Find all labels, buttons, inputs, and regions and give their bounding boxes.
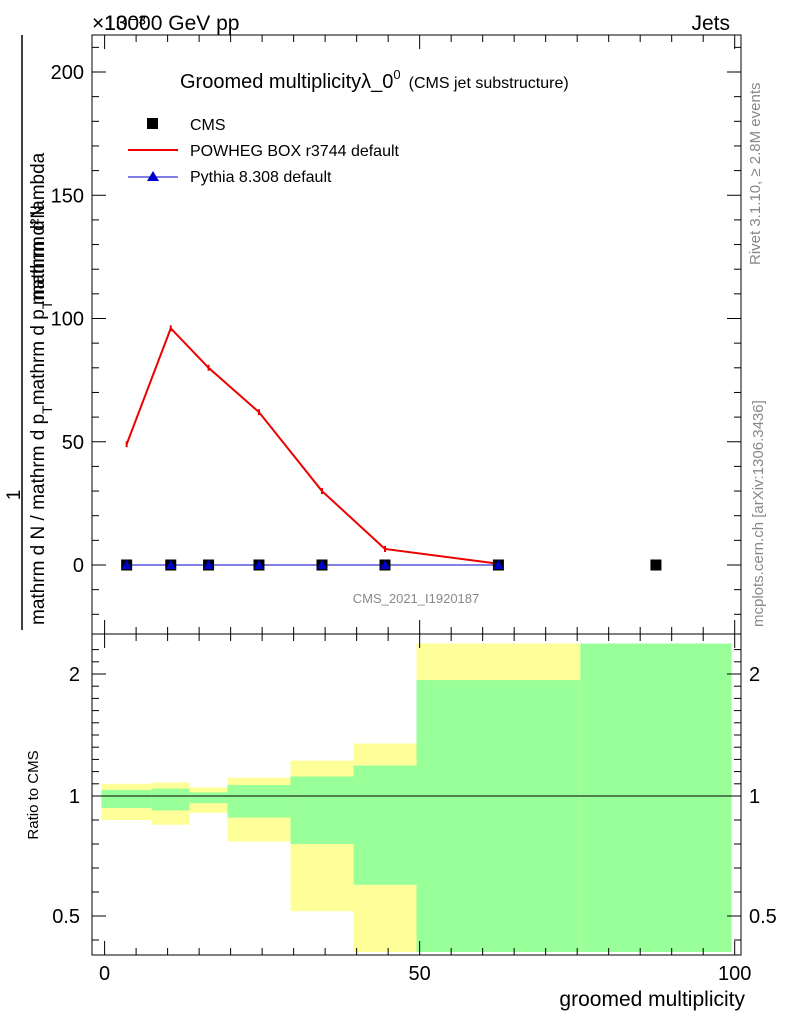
main-ytick-label-2: 100: [51, 309, 84, 331]
ylabel-denominator-part-c: mathrm d lambda: [28, 152, 49, 300]
pythia-point-5: [379, 560, 390, 569]
pythia-point-3: [253, 560, 264, 569]
pythia-point-2: [203, 560, 214, 569]
exponent-label: ×10⁻³: [92, 12, 146, 35]
legend-cms-marker: [147, 118, 158, 129]
ratio-ytick-label-left-0: 0.5: [52, 906, 80, 928]
legend-cms-label: CMS: [190, 117, 226, 134]
ylabel-subscript-b: T: [39, 300, 55, 309]
main-plot-content: [121, 325, 662, 571]
ratio-ytick-label-left-1: 1: [69, 786, 80, 808]
ratio-green-band-3: [227, 785, 291, 818]
title-subtitle: (CMS jet substructure): [409, 75, 569, 92]
legend-pythia-marker: [147, 171, 159, 181]
main-title: Groomed multiplicityλ_00 (CMS jet substru…: [180, 67, 569, 93]
powheg-line: [125, 326, 499, 565]
main-panel: Groomed multiplicityλ_00 (CMS jet substru…: [121, 67, 662, 606]
ylabel-denominator-part-b: mathrm d p: [28, 309, 49, 405]
ratio-green-band-0: [101, 789, 152, 808]
ylabel-one: 1: [4, 490, 25, 501]
process-label: Jets: [691, 12, 730, 35]
main-ytick-label-4: 200: [51, 62, 84, 84]
watermark: CMS_2021_I1920187: [353, 591, 480, 606]
pythia-point-1: [165, 560, 176, 569]
ratio-y-label: Ratio to CMS: [25, 750, 42, 839]
main-y-axis-label: mathrm d²N 1 mathrm d N / mathrm d pTmat…: [4, 35, 55, 630]
x-axis-label: groomed multiplicity: [559, 988, 745, 1011]
rivet-label: Rivet 3.1.10, ≥ 2.8M events: [747, 83, 764, 266]
legend-powheg-label: POWHEG BOX r3744 default: [190, 143, 400, 160]
legend: CMS POWHEG BOX r3744 default Pythia 8.30…: [128, 117, 400, 186]
ratio-green-band-2: [189, 792, 228, 804]
ratio-ytick-label-right-1: 1: [749, 786, 760, 808]
ratio-frame: [91, 633, 742, 956]
ratio-xtick-label-2: 100: [718, 963, 751, 985]
ratio-green-band-1: [151, 788, 190, 811]
pythia-point-0: [121, 560, 132, 569]
ratio-ytick-label-right-0: 0.5: [749, 906, 777, 928]
main-ytick-label-3: 150: [51, 185, 84, 207]
ratio-ytick-label-left-2: 2: [69, 664, 80, 686]
title-main: Groomed multiplicityλ_0: [180, 71, 393, 93]
main-ytick-label-1: 50: [62, 432, 84, 454]
title-superscript: 0: [393, 67, 400, 82]
ratio-green-band-7: [580, 643, 732, 952]
mcplots-label: mcplots.cern.ch [arXiv:1306.3436]: [750, 400, 767, 627]
ylabel-subscript-a: T: [39, 405, 55, 414]
legend-pythia-label: Pythia 8.308 default: [190, 169, 332, 186]
ratio-green-band-5: [353, 765, 417, 885]
ratio-ytick-label-right-2: 2: [749, 664, 760, 686]
axes: 0 50 100 150 200 0 50 100 0.5 0.5 1 1 2 2: [51, 34, 777, 985]
pythia-point-6: [493, 560, 504, 569]
ylabel-denominator: mathrm d N / mathrm d pTmathrm d pTmathr…: [28, 152, 55, 625]
pythia-point-4: [316, 560, 327, 569]
main-ytick-label-0: 0: [73, 555, 84, 577]
cms-point-7: [650, 559, 662, 571]
ratio-green-band-4: [290, 776, 354, 844]
ylabel-numerator: mathrm d²N: [28, 205, 49, 305]
ratio-panel: [92, 643, 741, 952]
ratio-xtick-label-1: 50: [409, 963, 431, 985]
ylabel-denominator-part-a: mathrm d N / mathrm d p: [28, 414, 49, 625]
beam-label: 13000 GeV pp: [104, 12, 239, 35]
ratio-xtick-label-0: 0: [99, 963, 110, 985]
ratio-green-band-6: [416, 680, 581, 952]
